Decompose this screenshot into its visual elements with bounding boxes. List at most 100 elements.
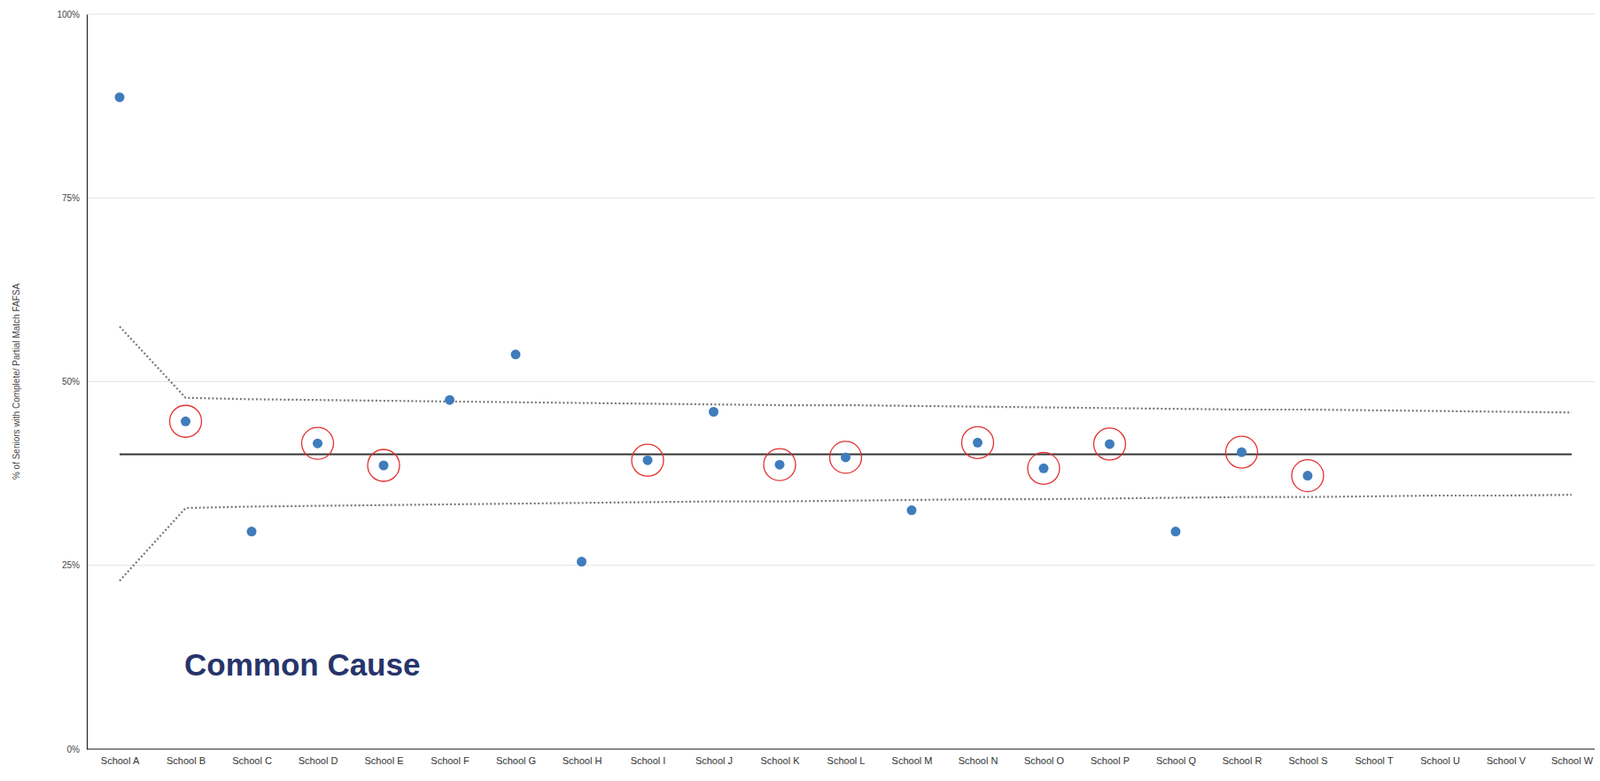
- highlight-ring: [170, 404, 202, 437]
- x-tick-label: School O: [1024, 754, 1065, 766]
- x-tick: School B: [166, 748, 206, 766]
- x-tick-label: School S: [1288, 754, 1328, 766]
- highlight-ring: [1226, 435, 1259, 468]
- x-tick: School V: [1486, 748, 1527, 766]
- x-tick-label: School H: [562, 754, 603, 766]
- chart: 0%25%50%75%100%School ASchool BSchool CS…: [0, 0, 1600, 781]
- highlight-ring: [1027, 451, 1060, 484]
- x-tick: School D: [298, 748, 339, 766]
- x-tick-label: School D: [298, 754, 339, 766]
- x-tick-label: School K: [760, 754, 800, 766]
- x-tick: School Q: [1156, 748, 1197, 766]
- upper-limit: [119, 326, 1572, 412]
- grid-line: [86, 197, 1595, 199]
- y-tick: 100%: [56, 9, 87, 20]
- point: [840, 451, 851, 462]
- highlight-ring: [631, 443, 664, 476]
- x-tick: School N: [958, 748, 999, 766]
- x-tick-label: School C: [232, 754, 272, 766]
- y-axis: 0% 25% 50% 75% 100%: [56, 9, 87, 754]
- highlight-ring: [367, 449, 400, 482]
- y-tick-label: 75%: [62, 193, 80, 203]
- x-tick: School A: [100, 748, 140, 766]
- point: [1104, 438, 1115, 449]
- x-tick-label: School U: [1420, 754, 1461, 766]
- x-tick: School W: [1551, 748, 1594, 766]
- x-tick-label: School F: [430, 754, 470, 766]
- y-tick: 50%: [62, 376, 87, 387]
- x-tick: School P: [1090, 748, 1130, 766]
- y-tick-label: 100%: [56, 9, 80, 20]
- highlight-ring: [302, 427, 334, 459]
- x-tick-label: School J: [695, 754, 733, 766]
- point: [312, 438, 323, 449]
- highlight-ring: [763, 448, 796, 481]
- x-tick-label: School A: [100, 754, 140, 766]
- point: [576, 556, 587, 567]
- point: [708, 406, 719, 417]
- point: [379, 460, 389, 471]
- point: [1236, 447, 1247, 458]
- x-tick-label: School W: [1551, 754, 1594, 766]
- y-tick: 25%: [62, 559, 87, 570]
- highlight-ring: [1291, 459, 1324, 492]
- point: [775, 459, 785, 470]
- y-tick-label: 0%: [67, 744, 81, 754]
- y-axis-title: % of Seniors with Complete/ Partial Matc…: [11, 283, 22, 481]
- x-tick: School I: [630, 748, 667, 766]
- point: [1303, 470, 1313, 481]
- x-tick: School R: [1222, 748, 1263, 766]
- x-tick-label: School L: [827, 754, 866, 766]
- x-tick: School O: [1024, 748, 1065, 766]
- x-tick-label: School I: [630, 754, 667, 766]
- x-tick-label: School B: [166, 754, 206, 766]
- grid-line: [86, 748, 1595, 750]
- x-tick: School U: [1420, 748, 1461, 766]
- annotation: Common Cause: [184, 646, 420, 682]
- x-tick: School K: [760, 748, 800, 766]
- x-tick-label: School R: [1222, 754, 1263, 766]
- lower-limit: [119, 494, 1572, 581]
- series-0: [115, 92, 1313, 567]
- point: [643, 455, 653, 466]
- point: [511, 349, 521, 359]
- highlight-ring: [830, 441, 863, 474]
- point: [247, 526, 257, 536]
- x-tick: School H: [562, 748, 603, 766]
- y-tick-label: 50%: [62, 376, 80, 387]
- x-tick-label: School G: [496, 754, 536, 766]
- x-tick-label: School E: [364, 754, 404, 766]
- grid-line: [86, 14, 1595, 16]
- grid-line: [86, 564, 1595, 566]
- x-tick: School M: [892, 748, 933, 766]
- x-tick: School S: [1288, 748, 1328, 766]
- highlight-ring: [962, 426, 995, 459]
- x-tick: School F: [430, 748, 470, 766]
- y-tick: 75%: [62, 193, 87, 203]
- point: [972, 437, 983, 448]
- highlight-ring: [1094, 427, 1127, 460]
- y-tick-label: 25%: [62, 559, 80, 570]
- x-tick: School J: [695, 748, 733, 766]
- x-tick: School L: [827, 748, 866, 766]
- x-tick-label: School M: [892, 754, 933, 766]
- x-tick: School C: [232, 748, 272, 766]
- point: [907, 504, 917, 515]
- x-tick-label: School V: [1486, 754, 1527, 766]
- x-tick: School E: [364, 748, 404, 766]
- x-tick-label: School N: [958, 754, 999, 766]
- y-axis-line: [86, 15, 88, 750]
- x-axis: School A School B School C School D School E…: [86, 748, 1595, 766]
- x-tick-label: School Q: [1156, 754, 1197, 766]
- plot-marks: [115, 92, 1573, 581]
- grid: [86, 14, 1595, 749]
- point: [115, 92, 125, 102]
- grid-line: [86, 380, 1595, 382]
- x-tick: School T: [1354, 748, 1393, 766]
- x-axis-line: [86, 747, 1595, 749]
- x-tick-label: School P: [1090, 754, 1130, 766]
- point: [180, 416, 191, 427]
- x-tick: School G: [496, 748, 536, 766]
- series-1: [170, 404, 1325, 491]
- y-tick: 0%: [67, 744, 87, 754]
